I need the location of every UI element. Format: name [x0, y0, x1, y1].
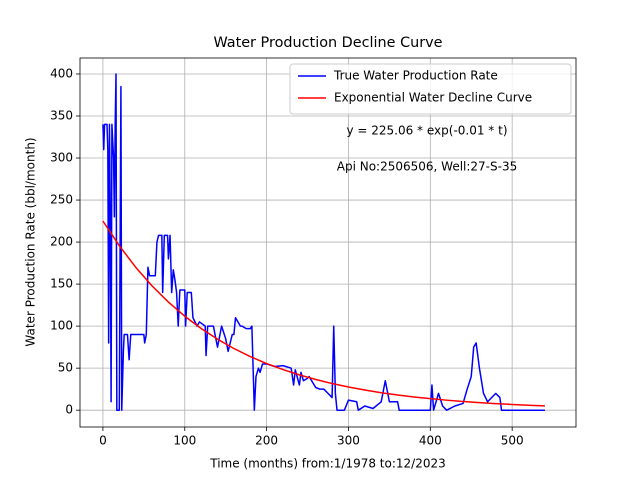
y-tick-label: 250	[50, 193, 73, 207]
annotation: Api No:2506506, Well:27-S-35	[337, 160, 517, 174]
y-tick-label: 400	[50, 66, 73, 80]
y-tick-label: 50	[58, 361, 73, 375]
y-tick-label: 300	[50, 151, 73, 165]
y-tick-label: 150	[50, 277, 73, 291]
x-axis-label: Time (months) from:1/1978 to:12/2023	[209, 457, 446, 471]
legend-label: Exponential Water Decline Curve	[334, 91, 532, 105]
x-tick-label: 200	[255, 434, 278, 448]
x-tick-label: 500	[501, 434, 524, 448]
y-tick-label: 0	[65, 403, 73, 417]
y-tick-label: 200	[50, 235, 73, 249]
annotation: y = 225.06 * exp(-0.01 * t)	[346, 124, 507, 138]
x-tick-label: 300	[337, 434, 360, 448]
y-axis-label: Water Production Rate (bbl/month)	[24, 137, 38, 346]
chart-title: Water Production Decline Curve	[213, 35, 442, 51]
y-tick-label: 350	[50, 108, 73, 122]
x-tick-label: 0	[99, 434, 107, 448]
legend-box	[289, 63, 572, 115]
axes-frame	[79, 57, 577, 428]
x-tick-label: 100	[173, 434, 196, 448]
legend-label: True Water Production Rate	[333, 69, 498, 83]
data-line	[102, 73, 545, 411]
x-tick-label: 400	[419, 434, 442, 448]
data-line	[102, 220, 545, 407]
y-tick-label: 100	[50, 319, 73, 333]
